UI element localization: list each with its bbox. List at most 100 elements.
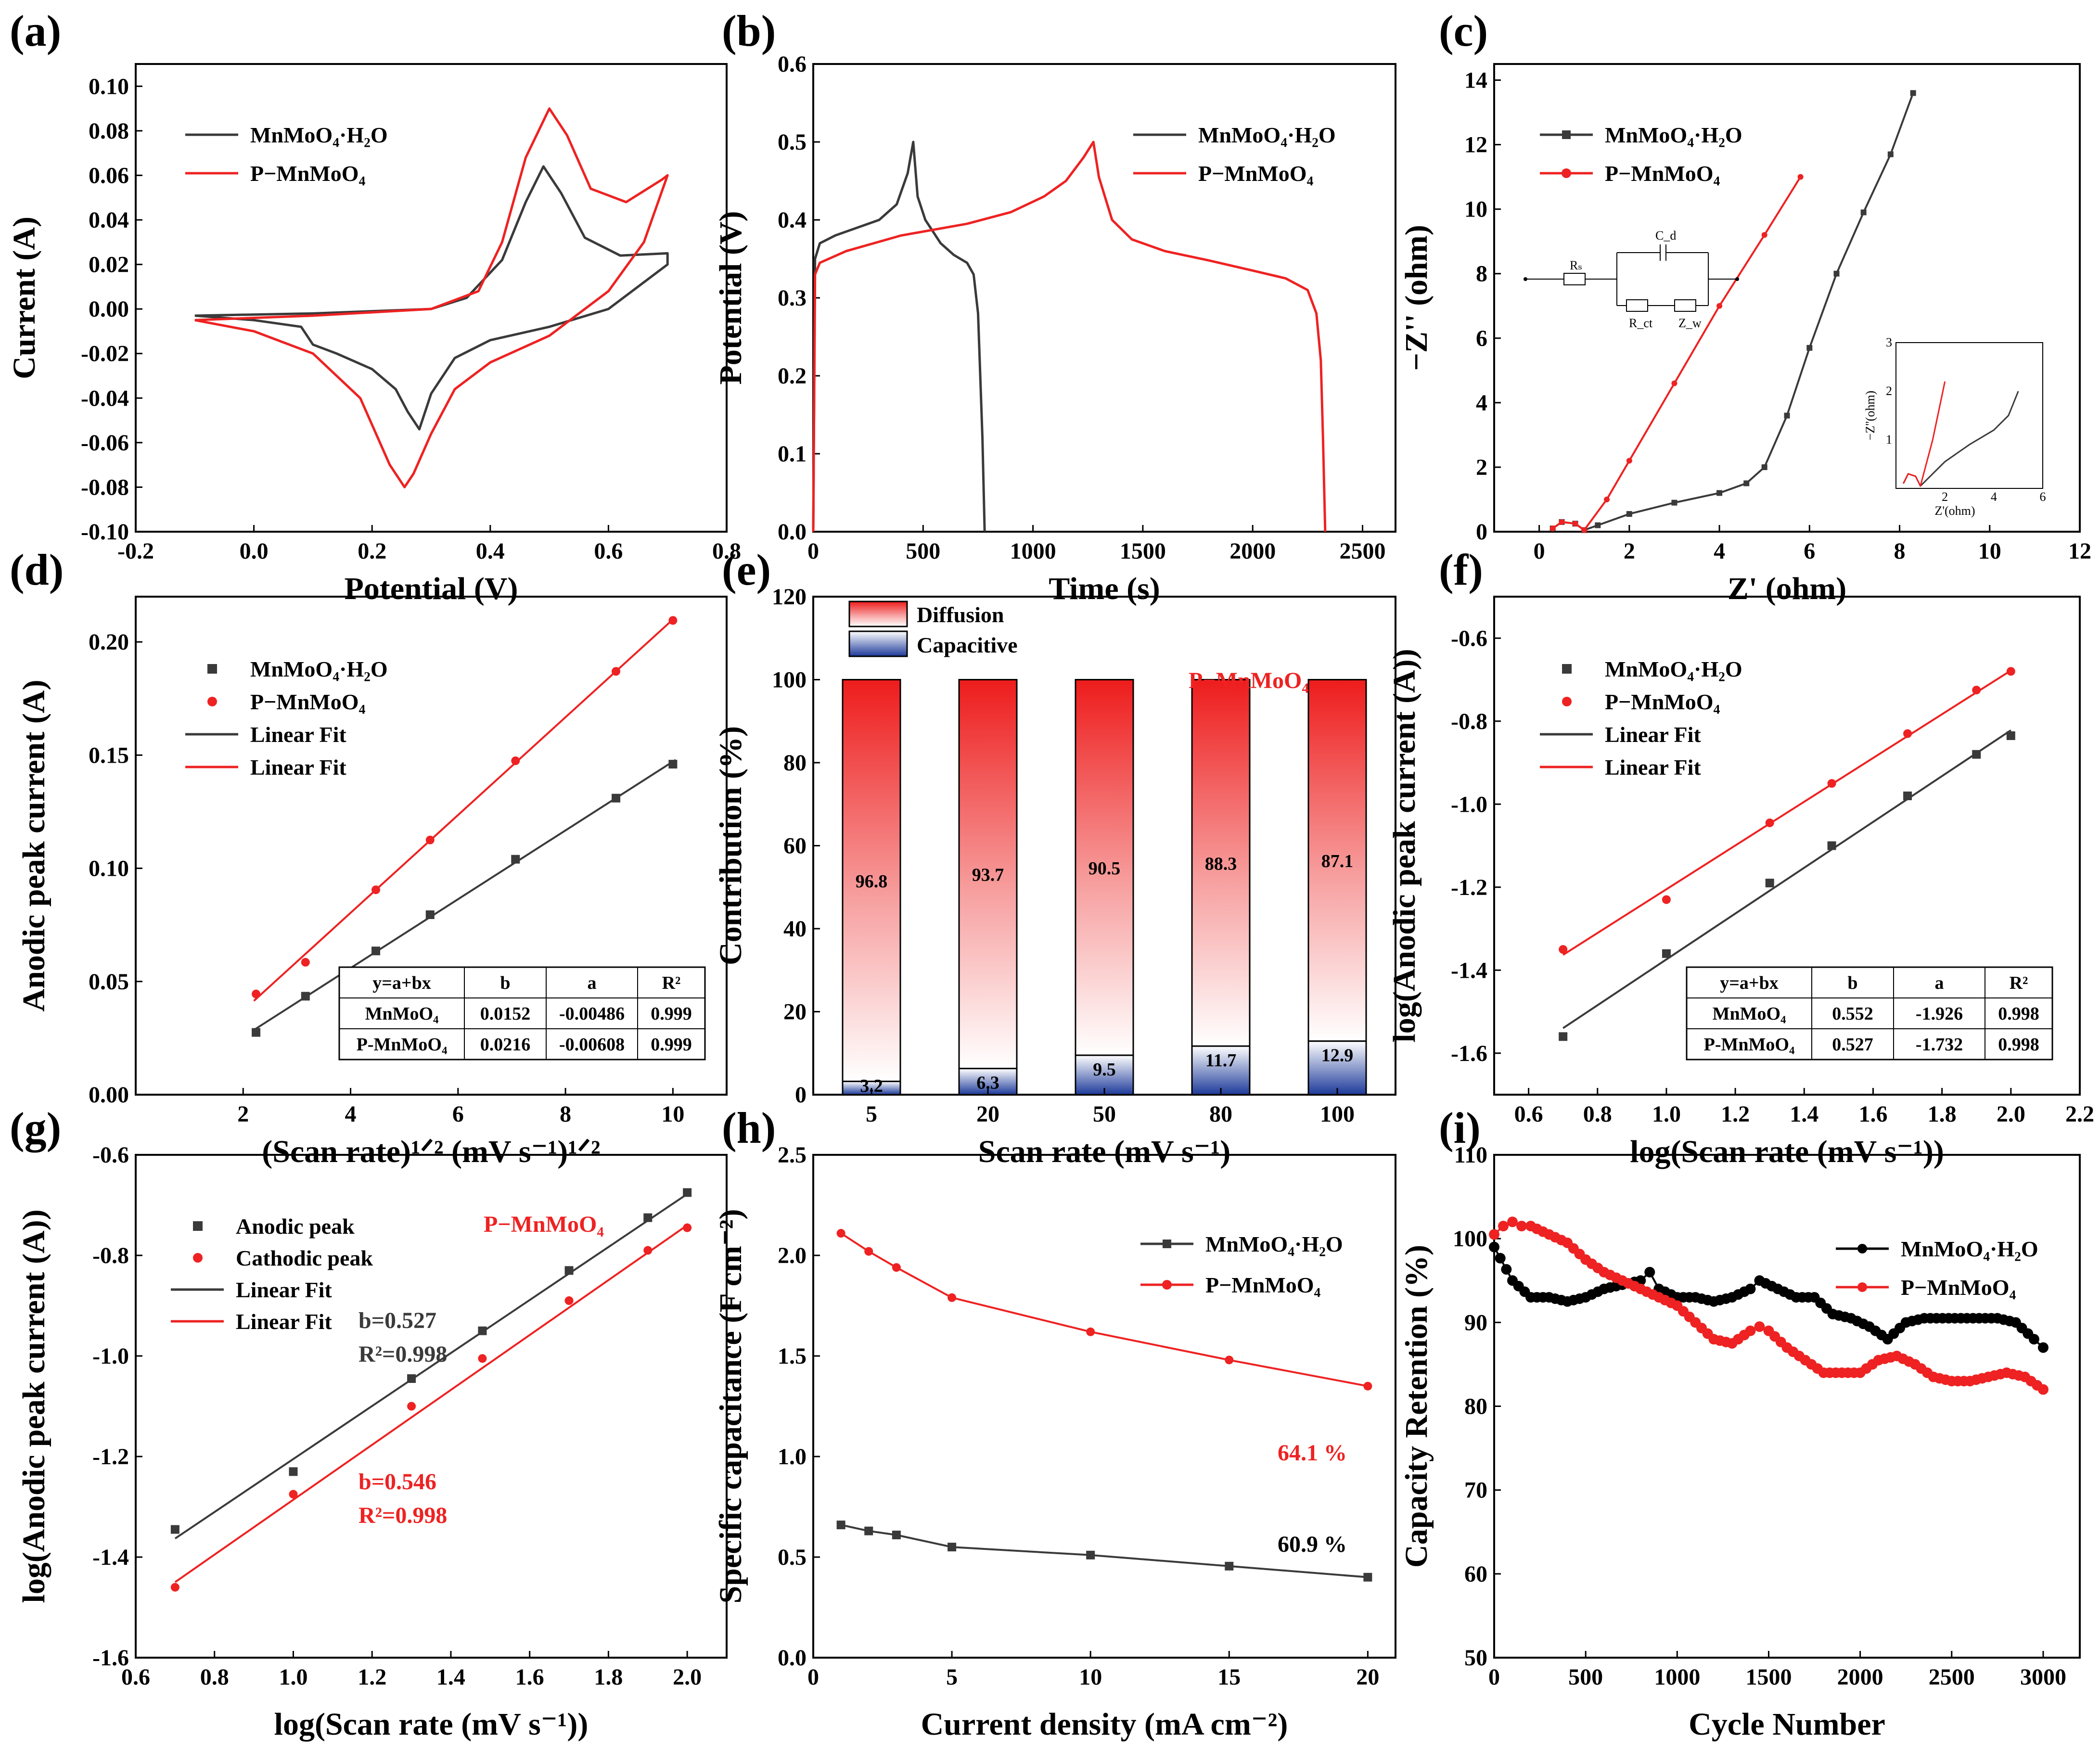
- legend-label: Linear Fit: [236, 1309, 332, 1334]
- y-axis-title: log(Anodic peak current (A)): [16, 1209, 51, 1603]
- inset-y-title: −Z''(ohm): [1863, 391, 1877, 440]
- legend-label: MnMoO₄·H₂O: [1605, 123, 1742, 147]
- inset-x-tick: 6: [2040, 490, 2046, 504]
- legend-label: MnMoO₄·H₂O: [1605, 657, 1742, 681]
- table-cell: 0.0216: [480, 1035, 531, 1055]
- data-point-p-mnmoo4: [2006, 667, 2015, 676]
- panel-label: (i): [1439, 1103, 1481, 1152]
- inset-x-tick: 2: [1942, 490, 1948, 504]
- y-tick-label: 1.0: [778, 1444, 807, 1470]
- legend-marker: [1562, 697, 1572, 706]
- x-tick-label: 0.8: [1583, 1101, 1612, 1127]
- x-tick-label: 0.6: [594, 538, 623, 564]
- legend-label: P−MnMoO₄: [1605, 161, 1720, 186]
- table-cell: a: [588, 973, 597, 993]
- inset-x-tick: 4: [1991, 490, 1997, 504]
- x-tick-label: 2: [1624, 538, 1635, 564]
- cycle-point-p-mnmoo4: [1498, 1221, 1509, 1232]
- table-cell: 0.527: [1832, 1035, 1873, 1055]
- cycle-point-mnmoo4-h2o: [1644, 1266, 1655, 1278]
- circuit-terminal: [1524, 277, 1527, 281]
- bar-label-capacitive: 11.7: [1205, 1050, 1236, 1071]
- data-point-anodic: [478, 1326, 487, 1335]
- nyquist-point-p-mnmoo4: [1604, 496, 1610, 502]
- bar-label-diffusion: 88.3: [1205, 854, 1237, 874]
- linear-fit-line: [174, 1193, 688, 1540]
- x-tick-label: 3000: [2020, 1664, 2066, 1690]
- equivalent-circuit: Rₛ C_d R_ct Z_w: [1524, 229, 1739, 330]
- x-axis-title: Time (s): [1049, 571, 1160, 606]
- plot-frame: [812, 1154, 1396, 1659]
- x-tick-label: 500: [1568, 1664, 1603, 1690]
- table-cell: a: [1935, 973, 1944, 993]
- data-point-mnmoo4-h2o: [425, 910, 435, 919]
- y-tick-label: -0.02: [81, 341, 129, 367]
- y-tick-label: 120: [772, 584, 807, 610]
- plot-frame: [135, 596, 728, 1096]
- cv-curve-mnmoo4-h2o: [194, 165, 669, 431]
- annotation-r2-cathodic: R²=0.998: [359, 1503, 447, 1528]
- nyquist-point-p-mnmoo4: [1626, 458, 1632, 464]
- cycle-point-mnmoo4-h2o: [1495, 1253, 1506, 1264]
- inset-y-tick: 1: [1886, 433, 1892, 447]
- data-point-cathodic: [407, 1402, 416, 1411]
- table-cell: b: [1847, 973, 1857, 993]
- legend-swatch-capacitive: [848, 630, 908, 657]
- y-axis-title: Current (A): [7, 217, 42, 379]
- x-tick-label: 0.6: [121, 1664, 150, 1690]
- nyquist-point-p-mnmoo4: [1572, 521, 1578, 527]
- legend-label: Linear Fit: [236, 1278, 332, 1302]
- data-point-cathodic: [478, 1354, 487, 1363]
- linear-fit-line: [253, 759, 676, 1031]
- cycle-point-mnmoo4-h2o: [1745, 1283, 1756, 1294]
- data-point-cathodic: [564, 1296, 574, 1305]
- nyquist-point-mnmoo4-h2o: [1784, 412, 1790, 419]
- gcd-curve-mnmoo4-h2o: [812, 141, 986, 532]
- data-point-mnmoo4-h2o: [1765, 879, 1774, 888]
- legend-label: P−MnMoO₄: [1198, 161, 1314, 186]
- bar-label-diffusion: 93.7: [972, 865, 1004, 885]
- y-tick-label: 40: [783, 916, 807, 942]
- legend-label: Linear Fit: [1605, 755, 1701, 780]
- panel-g-anodic-cathodic: (g) 0.6 0.8 1.0 1.2 1.4 1.6 1.8 2.0 -1.6 -1.4 -1.2 -…: [10, 1103, 728, 1742]
- nyquist-point-p-mnmoo4: [1761, 232, 1767, 238]
- x-tick-label: 50: [1093, 1101, 1116, 1127]
- data-point-mnmoo4-h2o: [1559, 1032, 1568, 1041]
- x-tick-label: 6: [452, 1101, 464, 1127]
- x-tick-label: 1500: [1120, 538, 1166, 564]
- x-tick-label: 0: [1534, 538, 1545, 564]
- data-point-anodic: [683, 1188, 692, 1197]
- nyquist-point-p-mnmoo4: [1581, 527, 1588, 533]
- bar-capacitive: [1307, 1040, 1367, 1096]
- y-axis-title: Potential (V): [713, 211, 748, 384]
- annotation-r2-anodic: R²=0.998: [359, 1342, 447, 1367]
- x-tick-label: 0: [1488, 1664, 1500, 1690]
- x-tick-label: 1.4: [1790, 1101, 1818, 1127]
- data-point-p-mnmoo4: [948, 1293, 957, 1302]
- x-tick-label: 15: [1217, 1664, 1241, 1690]
- table-cell: 0.999: [651, 1035, 692, 1055]
- y-tick-label: 0: [1476, 519, 1487, 545]
- x-tick-label: 2: [237, 1101, 249, 1127]
- x-tick-label: 1.4: [436, 1664, 465, 1690]
- panel-label: (b): [722, 6, 776, 55]
- table-cell: R²: [662, 973, 681, 993]
- bar-label-capacitive: 12.9: [1321, 1046, 1354, 1066]
- y-tick-label: 0.3: [778, 285, 807, 311]
- x-tick-label: 2500: [1340, 538, 1386, 564]
- data-point-cathodic: [170, 1583, 179, 1592]
- x-tick-label: 4: [345, 1101, 357, 1127]
- data-point-p-mnmoo4: [612, 667, 621, 676]
- legend-swatch-diffusion: [848, 601, 908, 627]
- table-cell: 0.0152: [480, 1004, 531, 1024]
- data-point-mnmoo4-h2o: [864, 1526, 873, 1535]
- cycle-point-p-mnmoo4: [1516, 1221, 1527, 1232]
- cycle-point-p-mnmoo4: [1507, 1216, 1518, 1227]
- nyquist-point-mnmoo4-h2o: [1595, 522, 1601, 528]
- panel-label: (f): [1439, 545, 1483, 594]
- x-tick-label: 2.0: [673, 1664, 702, 1690]
- data-point-p-mnmoo4: [668, 616, 678, 625]
- data-point-mnmoo4-h2o: [1363, 1572, 1372, 1582]
- legend-label: P−MnMoO₄: [1605, 690, 1720, 714]
- x-tick-label: 2000: [1229, 538, 1276, 564]
